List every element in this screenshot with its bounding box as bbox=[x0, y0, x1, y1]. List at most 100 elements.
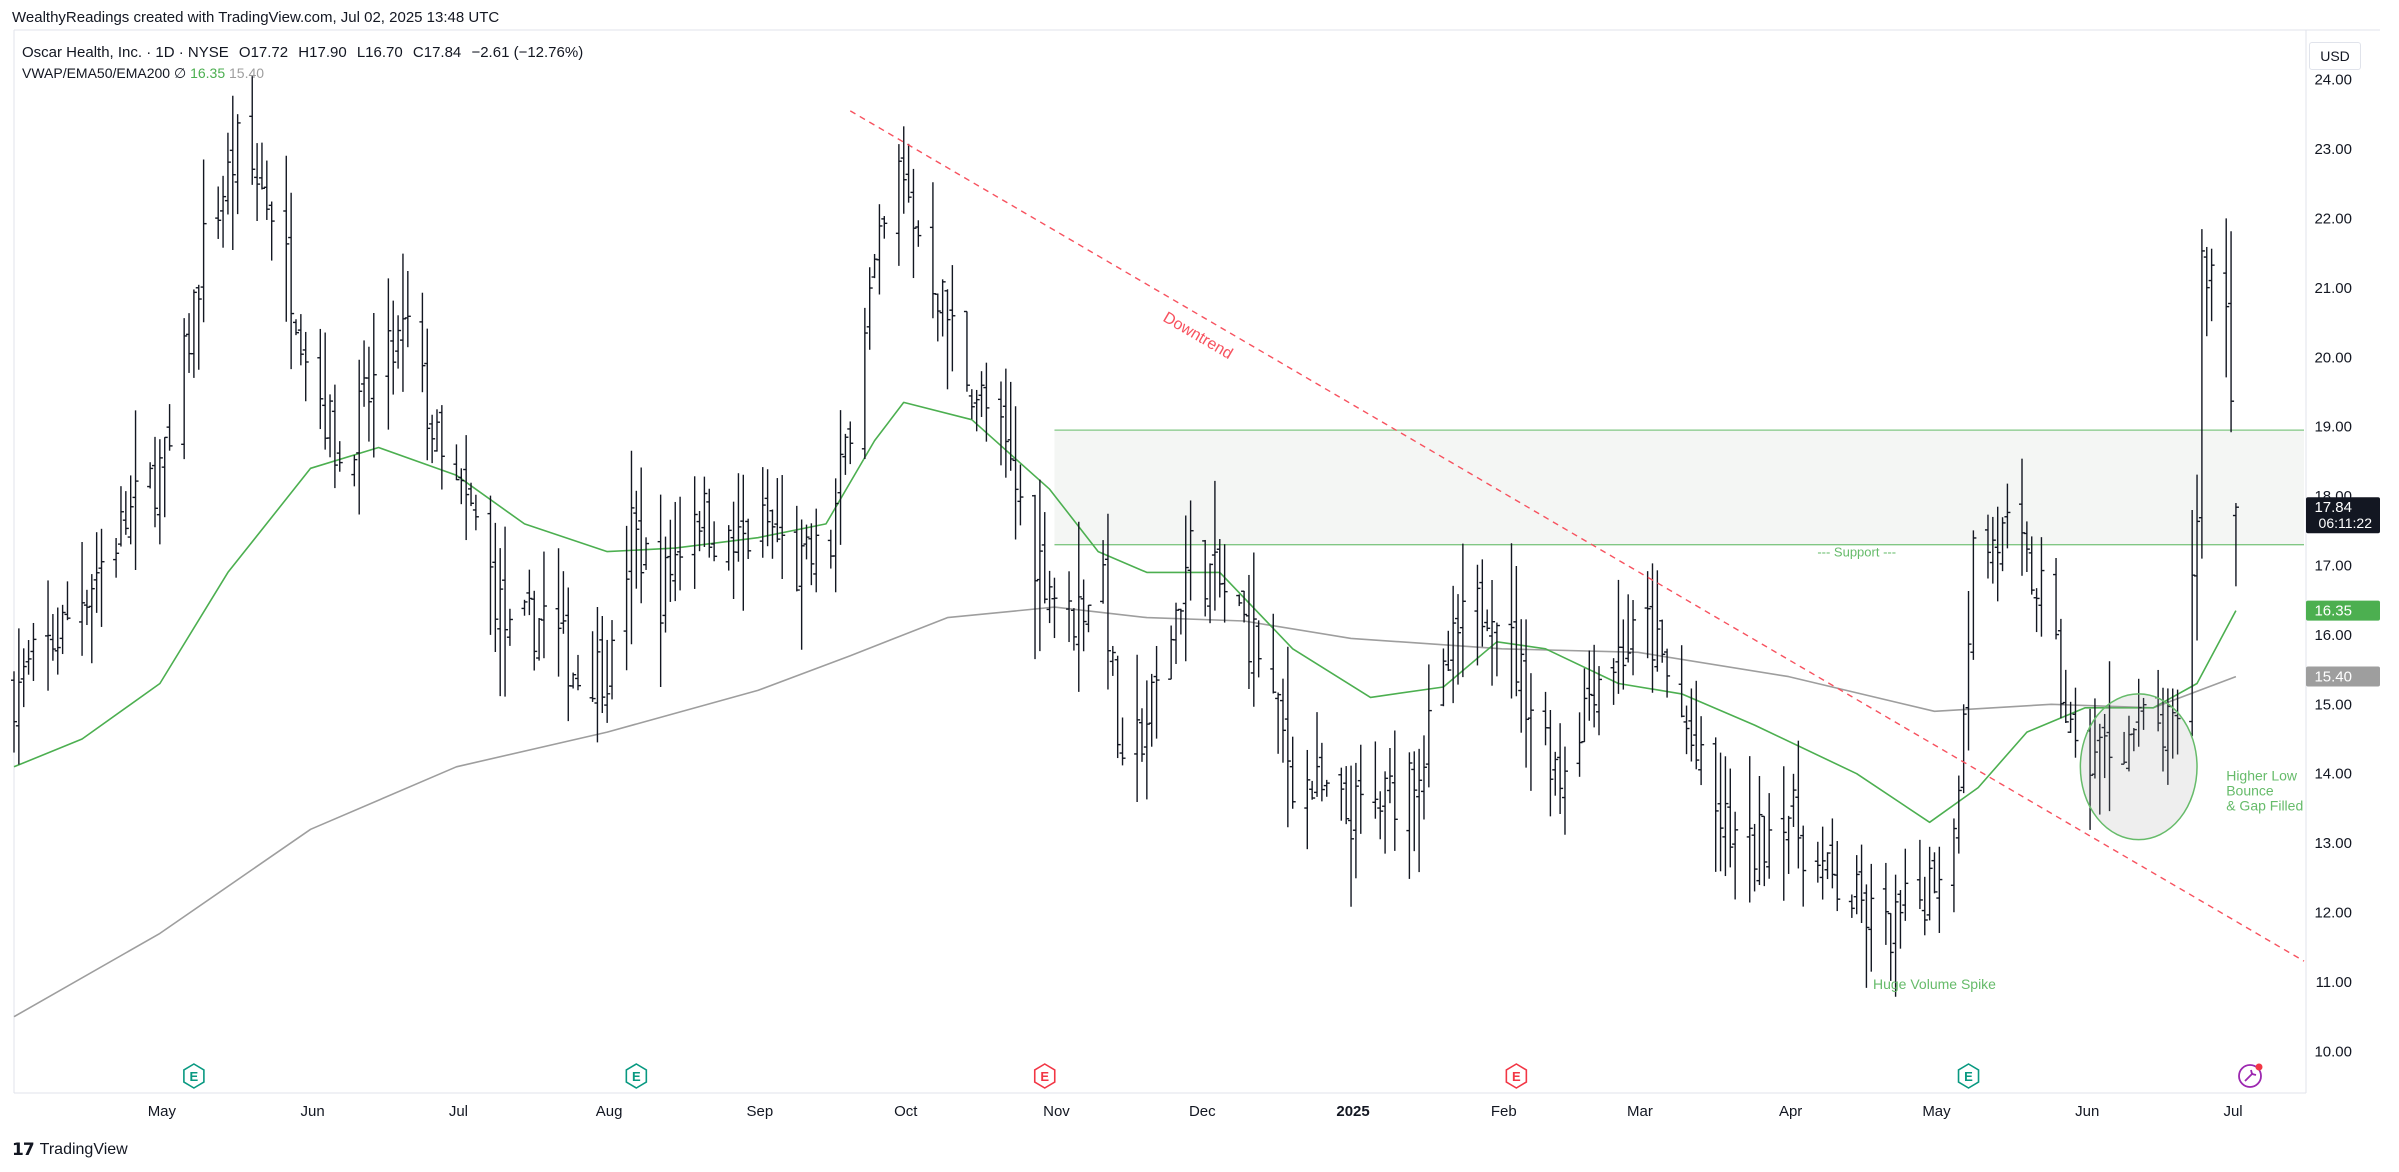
close-value: C17.84 bbox=[412, 44, 462, 61]
ohlc-bar bbox=[808, 523, 815, 586]
quick-tool[interactable] bbox=[2238, 1063, 2263, 1088]
magic-tool-icon[interactable] bbox=[2238, 1063, 2263, 1088]
ohlc-bar bbox=[424, 328, 431, 461]
ohlc-bar bbox=[1625, 594, 1632, 663]
ohlc-bar bbox=[1279, 678, 1286, 763]
currency-button[interactable]: USD bbox=[2309, 42, 2361, 70]
ohlc-bar bbox=[1717, 752, 1724, 872]
ohlc-bar bbox=[1070, 608, 1077, 651]
ohlc-bar bbox=[385, 278, 392, 430]
ohlc-bar bbox=[1318, 742, 1325, 802]
earnings-marker-icon[interactable]: E bbox=[183, 1063, 205, 1089]
ohlc-bar bbox=[963, 310, 970, 392]
ohlc-bar bbox=[224, 132, 231, 215]
ohlc-bar bbox=[944, 289, 951, 390]
ohlc-bar bbox=[506, 608, 513, 646]
ohlc-bar bbox=[555, 548, 562, 677]
ohlc-bar bbox=[876, 204, 883, 295]
indicator-name[interactable]: VWAP/EMA50/EMA200 bbox=[22, 65, 171, 81]
ohlc-bar bbox=[521, 599, 528, 616]
symbol-name[interactable]: Oscar Health, Inc. · 1D · NYSE bbox=[22, 44, 229, 61]
time-tick-label: 2025 bbox=[1336, 1103, 1369, 1120]
ohlc-bar bbox=[1561, 746, 1568, 835]
ohlc-bar bbox=[1732, 811, 1739, 900]
ohlc-bar bbox=[1284, 646, 1291, 828]
ohlc-bar bbox=[609, 620, 616, 700]
ohlc-bar bbox=[1683, 705, 1690, 755]
ohlc-bar bbox=[1012, 406, 1019, 540]
price-tick-label: 15.00 bbox=[2314, 696, 2352, 713]
ohlc-bar bbox=[79, 542, 86, 656]
magic-tool-dot bbox=[2255, 1063, 2263, 1071]
earnings-marker-shape bbox=[1957, 1063, 1980, 1089]
ohlc-bar bbox=[166, 404, 173, 451]
ohlc-bar bbox=[1007, 381, 1014, 471]
ohlc-bar bbox=[1610, 658, 1617, 705]
ohlc-bar bbox=[1114, 655, 1121, 759]
ohlc-bar bbox=[1795, 740, 1802, 869]
ohlc-bar bbox=[1207, 563, 1214, 624]
earnings-marker-icon[interactable]: E bbox=[625, 1063, 648, 1089]
ohlc-bar bbox=[1348, 765, 1355, 907]
time-tick-label: Feb bbox=[1491, 1103, 1517, 1120]
ohlc-bar bbox=[779, 475, 786, 579]
ohlc-bar bbox=[254, 143, 261, 221]
ohlc-bar bbox=[1698, 716, 1705, 786]
indicator-symbol: ∅ bbox=[173, 65, 187, 81]
ohlc-bar bbox=[1250, 552, 1257, 707]
ohlc-bar bbox=[1688, 688, 1695, 762]
ohlc-bar bbox=[49, 614, 56, 661]
time-tick-label: Jun bbox=[2075, 1103, 2099, 1120]
ohlc-bar bbox=[1255, 620, 1262, 678]
ohlc-bar bbox=[2203, 246, 2210, 337]
ohlc-bar bbox=[1552, 751, 1559, 796]
ohlc-bar bbox=[1445, 630, 1452, 671]
ohlc-bar bbox=[1382, 771, 1389, 854]
ohlc-bar bbox=[122, 491, 129, 535]
symbol-legend: Oscar Health, Inc. · 1D · NYSE O17.72 H1… bbox=[22, 44, 589, 61]
ohlc-bar bbox=[1425, 664, 1432, 788]
time-tick-label: May bbox=[148, 1103, 177, 1120]
tradingview-logo[interactable]: 𝟭𝟳 TradingView bbox=[12, 1140, 128, 1160]
indicator-legend[interactable]: VWAP/EMA50/EMA200 ∅ 16.35 15.40 bbox=[22, 65, 264, 82]
time-axis[interactable]: May Jun Jul Aug Sep Oct Nov Dec 2025 Feb Mar Apr May… bbox=[148, 1103, 2243, 1120]
ohlc-bar bbox=[735, 473, 742, 562]
ohlc-bar bbox=[895, 144, 902, 266]
earnings-marker-icon[interactable]: E bbox=[1505, 1063, 1528, 1089]
ohlc-bar bbox=[1153, 645, 1160, 739]
ohlc-bar bbox=[2023, 521, 2030, 572]
earnings-marker-icon[interactable]: E bbox=[1957, 1063, 1980, 1089]
ohlc-bar bbox=[1649, 563, 1656, 693]
earnings-marker-icon[interactable]: E bbox=[1033, 1063, 1056, 1089]
ohlc-bar bbox=[978, 371, 985, 417]
time-tick-label: Jun bbox=[300, 1103, 324, 1120]
bounce-label-line: Higher Low bbox=[2226, 768, 2298, 784]
ohlc-bar bbox=[365, 346, 372, 442]
ohlc-bar bbox=[1931, 852, 1938, 894]
ohlc-bar bbox=[351, 455, 358, 487]
ohlc-bar bbox=[633, 490, 640, 589]
ohlc-bar bbox=[1002, 368, 1009, 478]
ohlc-bar bbox=[419, 292, 426, 393]
ohlc-bar bbox=[1411, 751, 1418, 852]
ohlc-bar bbox=[453, 444, 460, 481]
ohlc-bar bbox=[2057, 618, 2064, 719]
ohlc-bar bbox=[1664, 648, 1671, 698]
price-axis[interactable]: 10.00 11.00 12.00 13.00 14.00 15.00 16.00 17.00… bbox=[2314, 72, 2352, 1061]
ohlc-bar bbox=[117, 486, 124, 547]
ohlc-bar bbox=[1780, 766, 1787, 901]
ohlc-bar bbox=[1187, 500, 1194, 601]
ohlc-bar bbox=[297, 314, 304, 366]
ohlc-bar bbox=[1586, 650, 1593, 721]
ohlc-bar bbox=[1751, 823, 1758, 892]
ohlc-bar bbox=[438, 405, 445, 490]
ohlc-bar bbox=[2028, 536, 2035, 595]
ohlc-bar bbox=[468, 482, 475, 507]
ohlc-bar bbox=[798, 519, 805, 650]
ohlc-bar bbox=[2062, 669, 2069, 724]
ohlc-bar bbox=[127, 475, 134, 545]
ohlc-bar bbox=[2174, 689, 2181, 755]
